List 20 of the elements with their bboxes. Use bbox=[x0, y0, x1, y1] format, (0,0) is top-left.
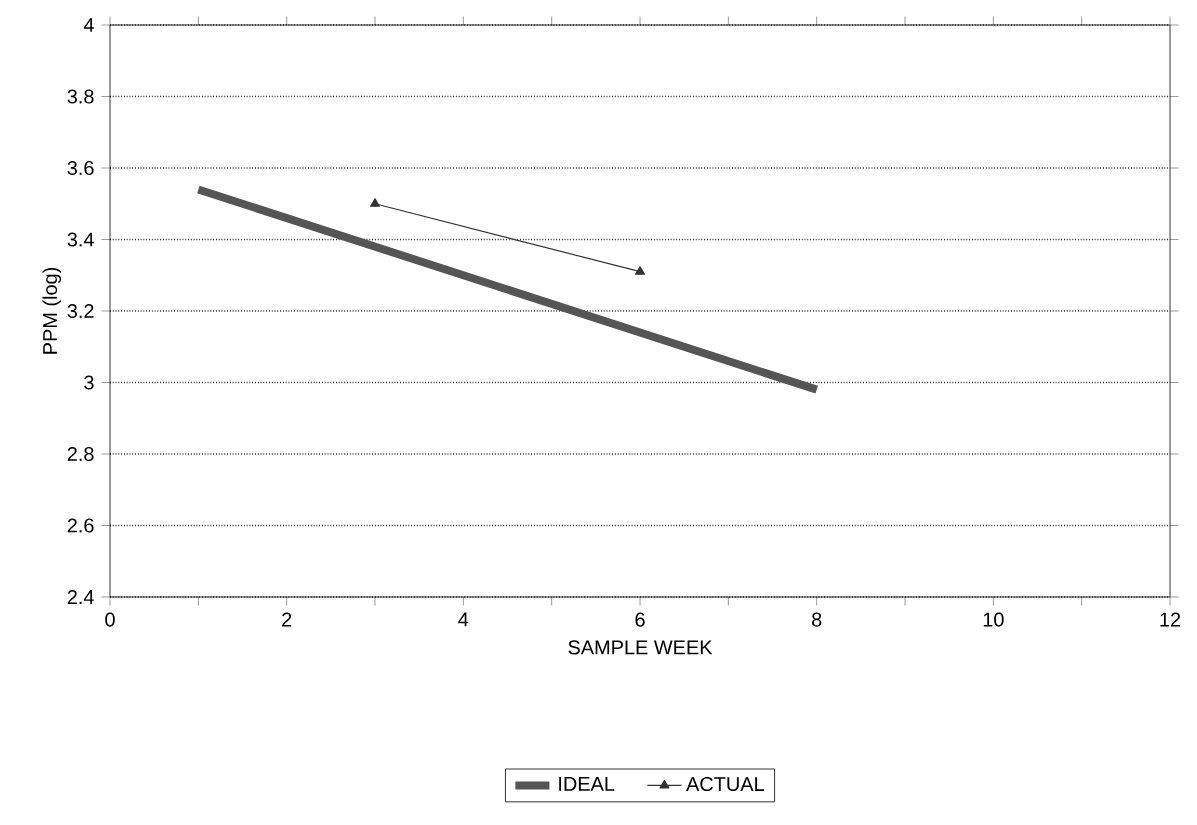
y-tick-label: 3.8 bbox=[67, 89, 94, 104]
y-tick-label: 3.4 bbox=[67, 232, 94, 247]
legend-label: ACTUAL bbox=[686, 776, 764, 792]
x-tick-label: 2 bbox=[282, 612, 292, 627]
y-tick-label: 2.6 bbox=[67, 518, 94, 533]
x-tick-label: 8 bbox=[812, 612, 822, 627]
y-axis-title: PPM (log) bbox=[42, 267, 62, 354]
x-tick-label: 10 bbox=[983, 612, 1004, 627]
y-tick-label: 2.4 bbox=[67, 590, 94, 604]
x-tick-label: 4 bbox=[458, 612, 469, 627]
y-tick-label: 3.2 bbox=[67, 303, 94, 319]
y-tick-label: 4 bbox=[83, 18, 94, 32]
x-tick-label: 6 bbox=[635, 612, 645, 627]
x-tick-label: 12 bbox=[1160, 612, 1181, 627]
y-tick-label: 2.8 bbox=[67, 446, 94, 462]
y-tick-label: 3.6 bbox=[67, 160, 94, 176]
x-axis-title: SAMPLE WEEK bbox=[568, 640, 713, 655]
y-tick-label: 3 bbox=[84, 375, 94, 390]
x-tick-label: 0 bbox=[105, 612, 115, 627]
legend-label: IDEAL bbox=[559, 777, 615, 791]
